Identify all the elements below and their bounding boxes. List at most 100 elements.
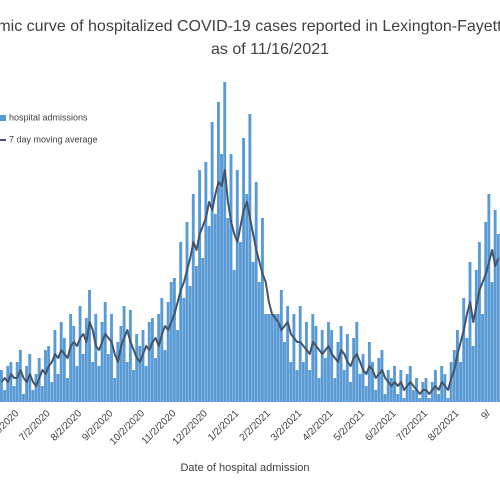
bar <box>333 378 337 402</box>
bar <box>229 154 233 402</box>
bar <box>150 318 154 402</box>
bar <box>323 358 327 402</box>
bar <box>459 362 463 402</box>
bar <box>408 366 412 402</box>
bar <box>163 350 167 402</box>
bar <box>169 282 173 402</box>
bar <box>188 286 192 402</box>
bar <box>110 314 113 402</box>
bar <box>345 334 349 402</box>
bar <box>59 322 63 402</box>
bar <box>396 394 400 402</box>
bar <box>160 298 164 402</box>
bar <box>147 322 151 402</box>
bar <box>207 226 211 402</box>
bar <box>361 354 365 402</box>
bar <box>286 306 290 402</box>
bar <box>389 378 393 402</box>
bar <box>427 398 431 402</box>
bar <box>53 330 57 402</box>
bar <box>437 394 440 402</box>
bar <box>399 370 403 402</box>
bar <box>446 398 450 402</box>
bar <box>327 322 330 402</box>
bar <box>194 266 198 402</box>
bar <box>81 354 85 402</box>
bar <box>201 258 205 402</box>
bar <box>135 334 139 402</box>
bar <box>421 382 425 402</box>
bar <box>50 382 54 402</box>
bar <box>314 326 318 402</box>
bar <box>9 362 13 402</box>
x-tick-label: 6/2/2020 <box>0 408 22 444</box>
bar <box>301 362 305 402</box>
bar <box>393 366 396 402</box>
x-tick-label: 7/2/2020 <box>17 408 53 444</box>
x-tick-label: 9/ <box>479 408 493 422</box>
bar <box>154 358 157 402</box>
x-tick-label: 7/2/2021 <box>395 408 431 444</box>
bar <box>122 306 126 402</box>
bar <box>383 394 387 402</box>
bar <box>223 82 227 402</box>
bar <box>254 182 258 402</box>
bar <box>371 362 374 402</box>
legend-label: hospital admissions <box>9 112 88 122</box>
bar <box>430 382 434 402</box>
bar <box>12 386 16 402</box>
bar <box>292 314 296 402</box>
bar <box>91 362 95 402</box>
bar <box>132 370 135 402</box>
legend-label: 7 day moving average <box>9 134 98 144</box>
legend-swatch <box>0 115 6 121</box>
x-tick-label: 12/2/2020 <box>171 408 211 448</box>
bar <box>474 270 478 402</box>
bar <box>138 346 142 402</box>
bar <box>34 374 38 402</box>
bar <box>47 346 51 402</box>
bar <box>411 390 415 402</box>
bar <box>31 390 35 402</box>
bar <box>232 270 236 402</box>
bar <box>3 390 7 402</box>
bar <box>493 210 497 402</box>
bar <box>465 338 469 402</box>
bar <box>245 194 249 402</box>
bar <box>128 310 132 402</box>
bar <box>106 354 110 402</box>
bar <box>402 398 406 402</box>
bar <box>125 362 129 402</box>
x-axis-label: Date of hospital admission <box>180 462 309 474</box>
bar <box>179 242 183 402</box>
bar <box>72 326 76 402</box>
bar <box>78 306 82 402</box>
bar <box>349 382 352 402</box>
bar <box>62 338 66 402</box>
bar <box>352 338 356 402</box>
bar <box>295 370 299 402</box>
bar <box>386 370 390 402</box>
bar <box>75 366 79 402</box>
bar <box>213 214 217 402</box>
bar <box>279 290 283 402</box>
bar <box>69 314 73 402</box>
bar <box>320 330 324 402</box>
bar <box>185 222 189 402</box>
bar <box>166 302 170 402</box>
bar <box>235 170 239 402</box>
bar <box>44 350 47 402</box>
bar <box>251 262 255 402</box>
x-tick-label: 3/2/2021 <box>269 408 305 444</box>
bar <box>377 358 381 402</box>
bar <box>242 138 246 402</box>
bar <box>261 218 264 402</box>
bar <box>264 314 268 402</box>
bar <box>380 350 384 402</box>
bar <box>141 330 145 402</box>
bar <box>443 374 447 402</box>
bar <box>18 350 22 402</box>
bar <box>311 314 315 402</box>
bar <box>283 342 286 402</box>
